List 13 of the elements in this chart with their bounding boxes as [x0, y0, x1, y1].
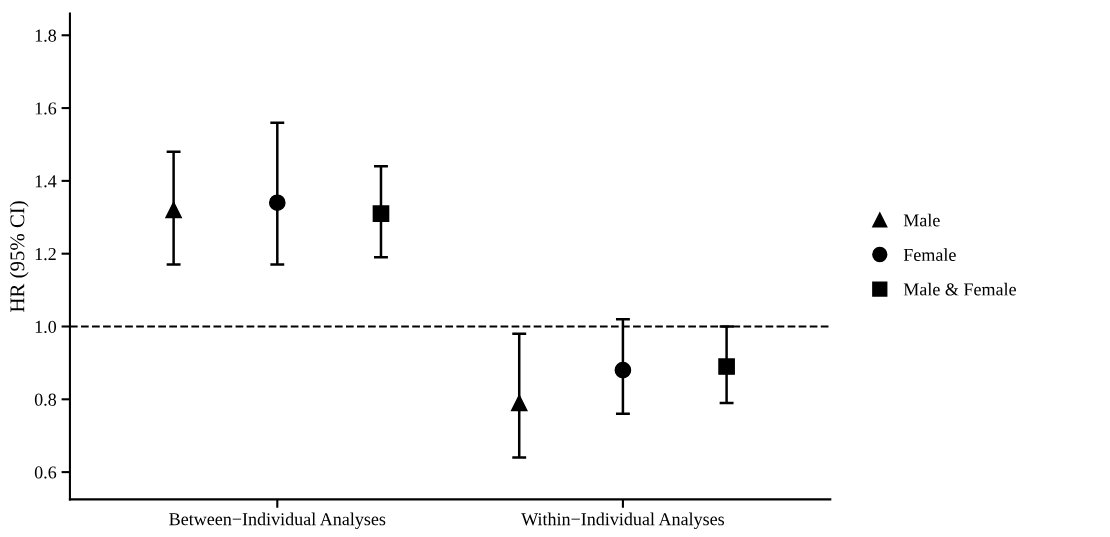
- y-axis-title: HR (95% CI): [9, 201, 29, 312]
- y-tick-label: 0.6: [34, 466, 57, 479]
- y-tick-label: 1.2: [35, 248, 56, 261]
- legend-label: Female: [903, 248, 956, 261]
- y-tick-label: 1.6: [35, 102, 57, 115]
- legend-label: Male: [903, 213, 940, 227]
- y-tick-label: 1.0: [35, 320, 57, 334]
- x-tick-label: Between−Individual Analyses: [169, 512, 386, 530]
- x-tick-label: Within−Individual Analyses: [521, 512, 725, 530]
- y-tick-label: 1.4: [35, 175, 57, 188]
- y-tick-label: 0.8: [34, 393, 57, 406]
- legend-label: Male & Female: [903, 282, 1016, 296]
- y-tick-label: 1.8: [35, 29, 57, 42]
